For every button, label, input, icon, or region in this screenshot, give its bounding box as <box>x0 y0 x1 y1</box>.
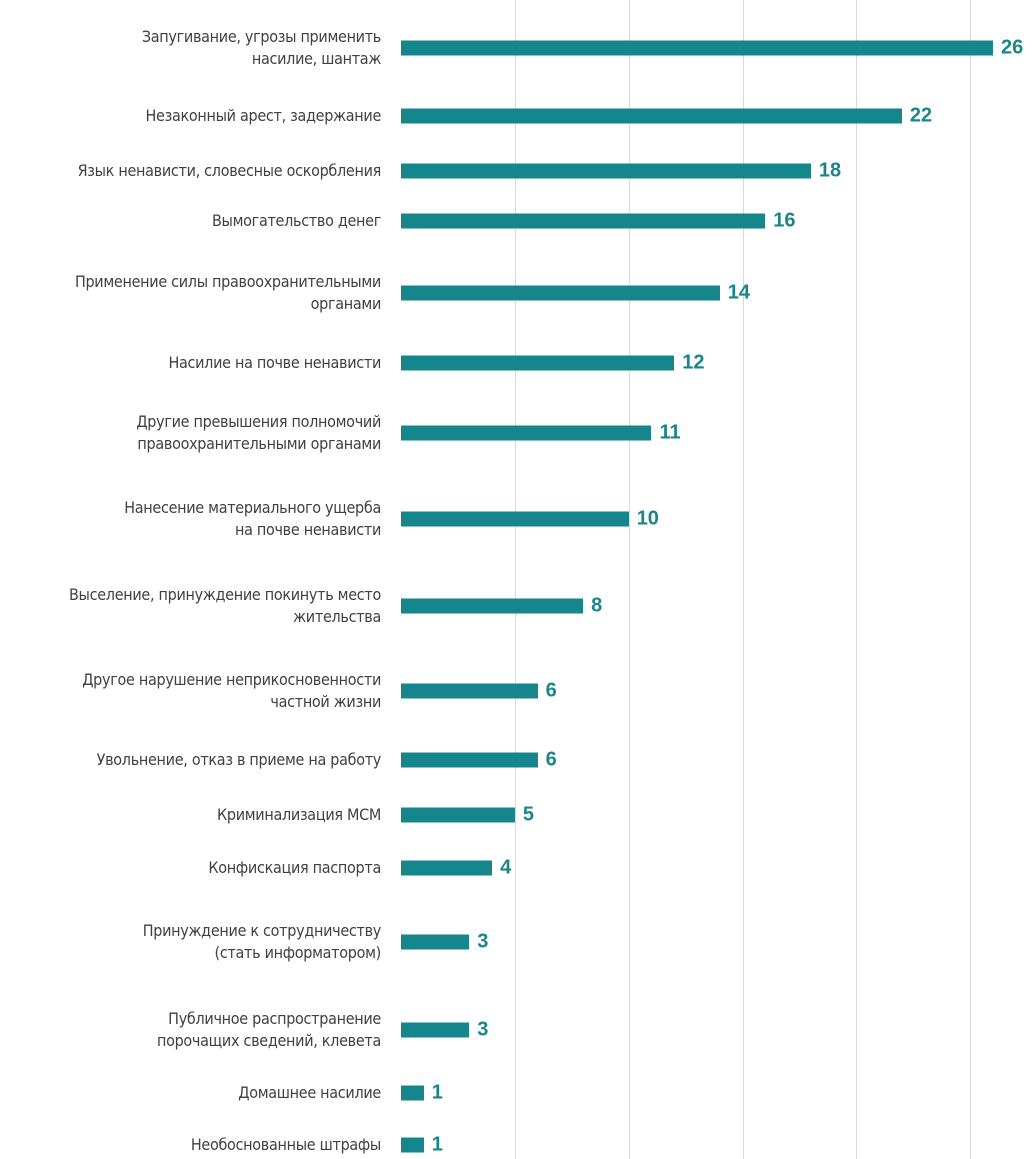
bar <box>401 511 629 527</box>
category-label: Публичное распространение порочащих свед… <box>156 1009 381 1050</box>
bar <box>401 1022 470 1038</box>
bar <box>401 807 515 823</box>
value-label: 4 <box>500 856 512 879</box>
value-label: 18 <box>818 159 842 182</box>
value-label: 12 <box>682 351 705 374</box>
category-label: Нанесение материального ущерба на почве … <box>124 498 381 539</box>
category-label: Другие превышения полномочий правоохрани… <box>136 412 381 453</box>
value-label: 8 <box>591 594 603 617</box>
bar <box>401 163 811 179</box>
bar <box>401 425 652 441</box>
value-label: 10 <box>636 507 659 530</box>
bar <box>401 1085 424 1101</box>
category-label: Необоснованные штрафы <box>190 1135 381 1154</box>
bar <box>401 752 538 768</box>
value-label: 1 <box>431 1081 443 1104</box>
category-label: Увольнение, отказ в приеме на работу <box>96 750 382 769</box>
category-label: Незаконный арест, задержание <box>145 106 382 125</box>
value-label: 5 <box>522 803 534 826</box>
category-label: Вымогательство денег <box>211 211 381 230</box>
bar <box>401 598 584 614</box>
category-label: Применение силы правоохранительными орга… <box>74 272 381 313</box>
value-label: 11 <box>659 421 681 444</box>
grid-line <box>970 0 972 1159</box>
value-label: 14 <box>727 281 751 304</box>
bar <box>401 213 766 229</box>
bar <box>401 108 902 124</box>
grid-line <box>742 0 744 1159</box>
value-label: 3 <box>477 1018 489 1041</box>
grid-line <box>628 0 630 1159</box>
bar <box>401 40 993 56</box>
value-label: 6 <box>545 679 557 702</box>
value-label: 26 <box>1001 36 1024 59</box>
category-label: Домашнее насилие <box>238 1083 381 1102</box>
category-label: Выселение, принуждение покинуть место жи… <box>68 585 381 626</box>
bar <box>401 683 538 699</box>
category-label: Запугивание, угрозы применить насилие, ш… <box>141 27 381 68</box>
category-label: Насилие на почве ненависти <box>168 353 381 372</box>
value-label: 6 <box>545 748 557 771</box>
value-label: 3 <box>477 930 489 953</box>
category-label: Принуждение к сотрудничеству (стать инфо… <box>142 921 382 962</box>
bar <box>401 285 720 301</box>
value-label: 22 <box>909 104 933 127</box>
grid-line <box>514 0 516 1159</box>
bar <box>401 355 675 371</box>
grid-line <box>856 0 858 1159</box>
bar <box>401 860 493 876</box>
category-label: Криминализация МСМ <box>216 805 381 824</box>
category-label: Конфискация паспорта <box>208 858 381 877</box>
bar <box>401 934 470 950</box>
value-label: 1 <box>431 1133 443 1156</box>
category-label: Язык ненависти, словесные оскорбления <box>77 161 382 180</box>
bar <box>401 1137 424 1153</box>
value-label: 16 <box>773 209 796 232</box>
category-label: Другое нарушение неприкосновенности част… <box>82 670 381 711</box>
